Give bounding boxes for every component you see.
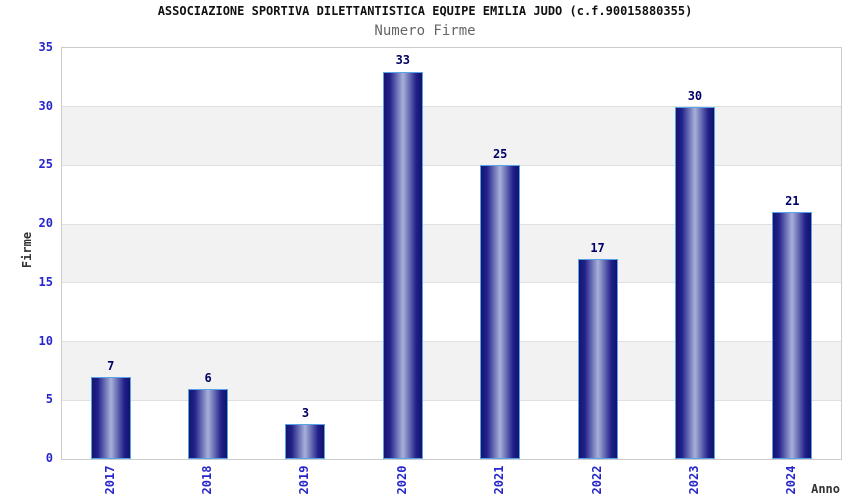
plot-band xyxy=(62,282,841,342)
x-tick-label-2022: 2022 xyxy=(589,465,604,495)
bar-2024 xyxy=(772,212,813,459)
y-tick-label: 15 xyxy=(38,274,53,289)
gridline xyxy=(62,164,841,166)
plot-band xyxy=(62,400,841,459)
bar-2019 xyxy=(285,423,326,459)
bar-2020 xyxy=(382,71,423,459)
x-tick-label-2023: 2023 xyxy=(686,465,701,495)
plot-band xyxy=(62,341,841,401)
bar-2022 xyxy=(577,259,618,459)
y-tick-label: 30 xyxy=(38,98,53,113)
bar-2023 xyxy=(674,106,715,459)
plot-band xyxy=(62,106,841,166)
bar-value-label: 7 xyxy=(107,358,115,373)
bar-2017 xyxy=(90,376,131,459)
bar-value-label: 25 xyxy=(492,147,508,162)
bar-value-label: 17 xyxy=(590,241,605,256)
x-tick-label-2019: 2019 xyxy=(297,465,312,495)
bar-value-label: 30 xyxy=(687,88,703,103)
x-axis-title: Anno xyxy=(811,482,840,496)
plot-band xyxy=(62,48,841,107)
x-tick-label-2020: 2020 xyxy=(394,465,409,495)
x-tick-label-2018: 2018 xyxy=(200,465,215,495)
y-tick-label: 20 xyxy=(38,216,53,231)
y-tick-label: 5 xyxy=(45,392,53,407)
y-tick-label: 10 xyxy=(38,333,53,348)
plot-band xyxy=(62,165,841,225)
x-tick-label-2017: 2017 xyxy=(102,465,117,495)
chart-subtitle: Numero Firme xyxy=(374,23,476,39)
bar-value-label: 3 xyxy=(301,405,310,420)
gridline xyxy=(62,282,841,284)
chart-title: ASSOCIAZIONE SPORTIVA DILETTANTISTICA EQ… xyxy=(157,4,693,18)
x-tick-label-2024: 2024 xyxy=(784,465,799,495)
bar-2018 xyxy=(188,388,229,459)
y-tick-label: 0 xyxy=(45,451,53,465)
bar-value-label: 21 xyxy=(785,194,800,209)
bar-value-label: 6 xyxy=(204,370,212,385)
y-tick-label: 25 xyxy=(38,157,53,172)
plot-band xyxy=(62,224,841,283)
y-axis-title: Firme xyxy=(20,231,34,269)
gridline xyxy=(62,106,841,108)
bar-value-label: 33 xyxy=(395,53,411,68)
plot-area: 7 6 3 33 25 17 30 21 xyxy=(61,47,842,460)
y-tick-label: 35 xyxy=(38,40,53,54)
x-tick-label-2021: 2021 xyxy=(492,465,507,495)
gridline xyxy=(62,341,841,343)
bar-2021 xyxy=(480,165,521,459)
gridline xyxy=(62,223,841,225)
gridline xyxy=(62,399,841,401)
